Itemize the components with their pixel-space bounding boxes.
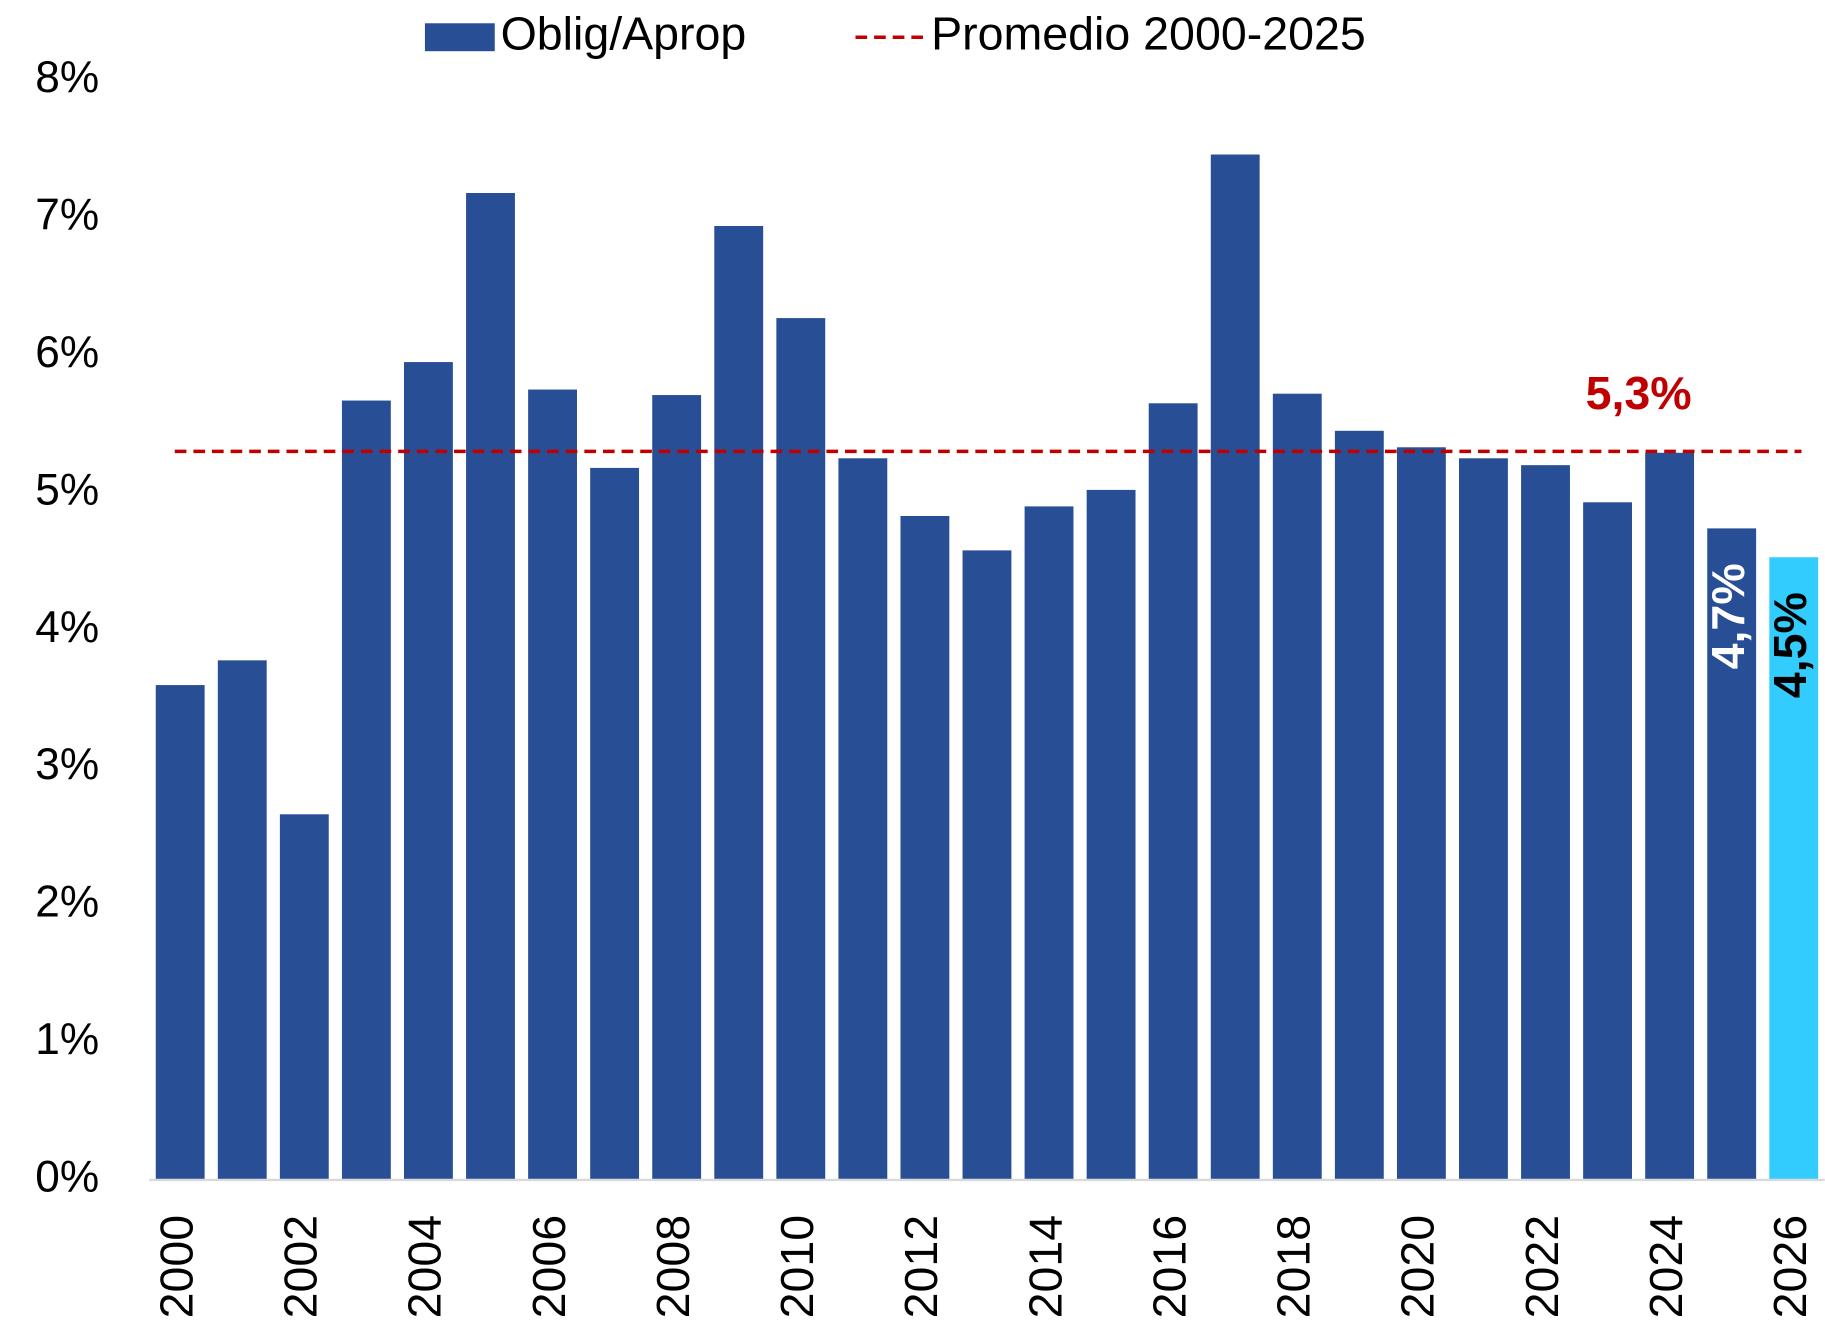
bar <box>838 458 888 1180</box>
bar <box>1769 557 1819 1180</box>
bar <box>1024 506 1074 1180</box>
bar <box>962 550 1012 1180</box>
x-tick-label: 2002 <box>275 1215 327 1319</box>
bar <box>776 318 826 1180</box>
bar <box>652 395 702 1180</box>
x-tick-label: 2006 <box>523 1215 575 1319</box>
y-tick-label: 0% <box>35 1153 99 1202</box>
x-tick-label: 2018 <box>1268 1215 1320 1319</box>
value-label: 4,5% <box>1764 592 1816 698</box>
x-tick-label: 2008 <box>647 1215 699 1319</box>
bar <box>403 362 453 1180</box>
y-tick-label: 1% <box>35 1015 99 1064</box>
x-tick-label: 2010 <box>771 1215 823 1319</box>
legend-swatch <box>424 23 495 52</box>
bar <box>1334 430 1384 1180</box>
x-tick-label: 2000 <box>150 1215 202 1319</box>
y-tick-label: 8% <box>35 53 99 102</box>
x-tick-label: 2016 <box>1143 1215 1195 1319</box>
bar <box>714 225 764 1180</box>
bar <box>1210 154 1260 1180</box>
bar <box>1086 489 1136 1180</box>
x-tick-label: 2014 <box>1019 1215 1071 1319</box>
bar <box>217 660 267 1180</box>
bar <box>155 685 205 1180</box>
y-tick-label: 3% <box>35 740 99 789</box>
bar <box>1521 465 1570 1180</box>
bar <box>1459 458 1508 1180</box>
y-tick-label: 2% <box>35 878 99 927</box>
y-tick-label: 6% <box>35 328 99 377</box>
bar <box>1707 528 1757 1180</box>
x-tick-label: 2012 <box>895 1215 947 1319</box>
value-label: 4,7% <box>1702 563 1754 669</box>
bar <box>466 193 515 1180</box>
x-tick-label: 2026 <box>1764 1215 1816 1319</box>
x-tick-label: 2004 <box>399 1215 451 1319</box>
y-tick-label: 4% <box>35 603 99 652</box>
average-label: 5,3% <box>1586 367 1692 419</box>
x-tick-label: 2020 <box>1392 1215 1444 1319</box>
bar <box>1583 502 1633 1180</box>
bar <box>1645 452 1695 1180</box>
bar <box>900 516 950 1180</box>
x-tick-label: 2024 <box>1640 1215 1692 1319</box>
bar <box>1148 403 1198 1180</box>
bar <box>341 400 391 1180</box>
legend-label: Promedio 2000-2025 <box>931 8 1366 60</box>
bar <box>528 389 577 1180</box>
legend-label: Oblig/Aprop <box>501 8 747 60</box>
x-tick-label: 2022 <box>1516 1215 1568 1319</box>
bar <box>1272 393 1322 1180</box>
bar <box>279 814 329 1180</box>
y-tick-label: 5% <box>35 465 99 514</box>
y-tick-label: 7% <box>35 190 99 239</box>
bar <box>1396 447 1446 1180</box>
bar <box>590 467 640 1180</box>
